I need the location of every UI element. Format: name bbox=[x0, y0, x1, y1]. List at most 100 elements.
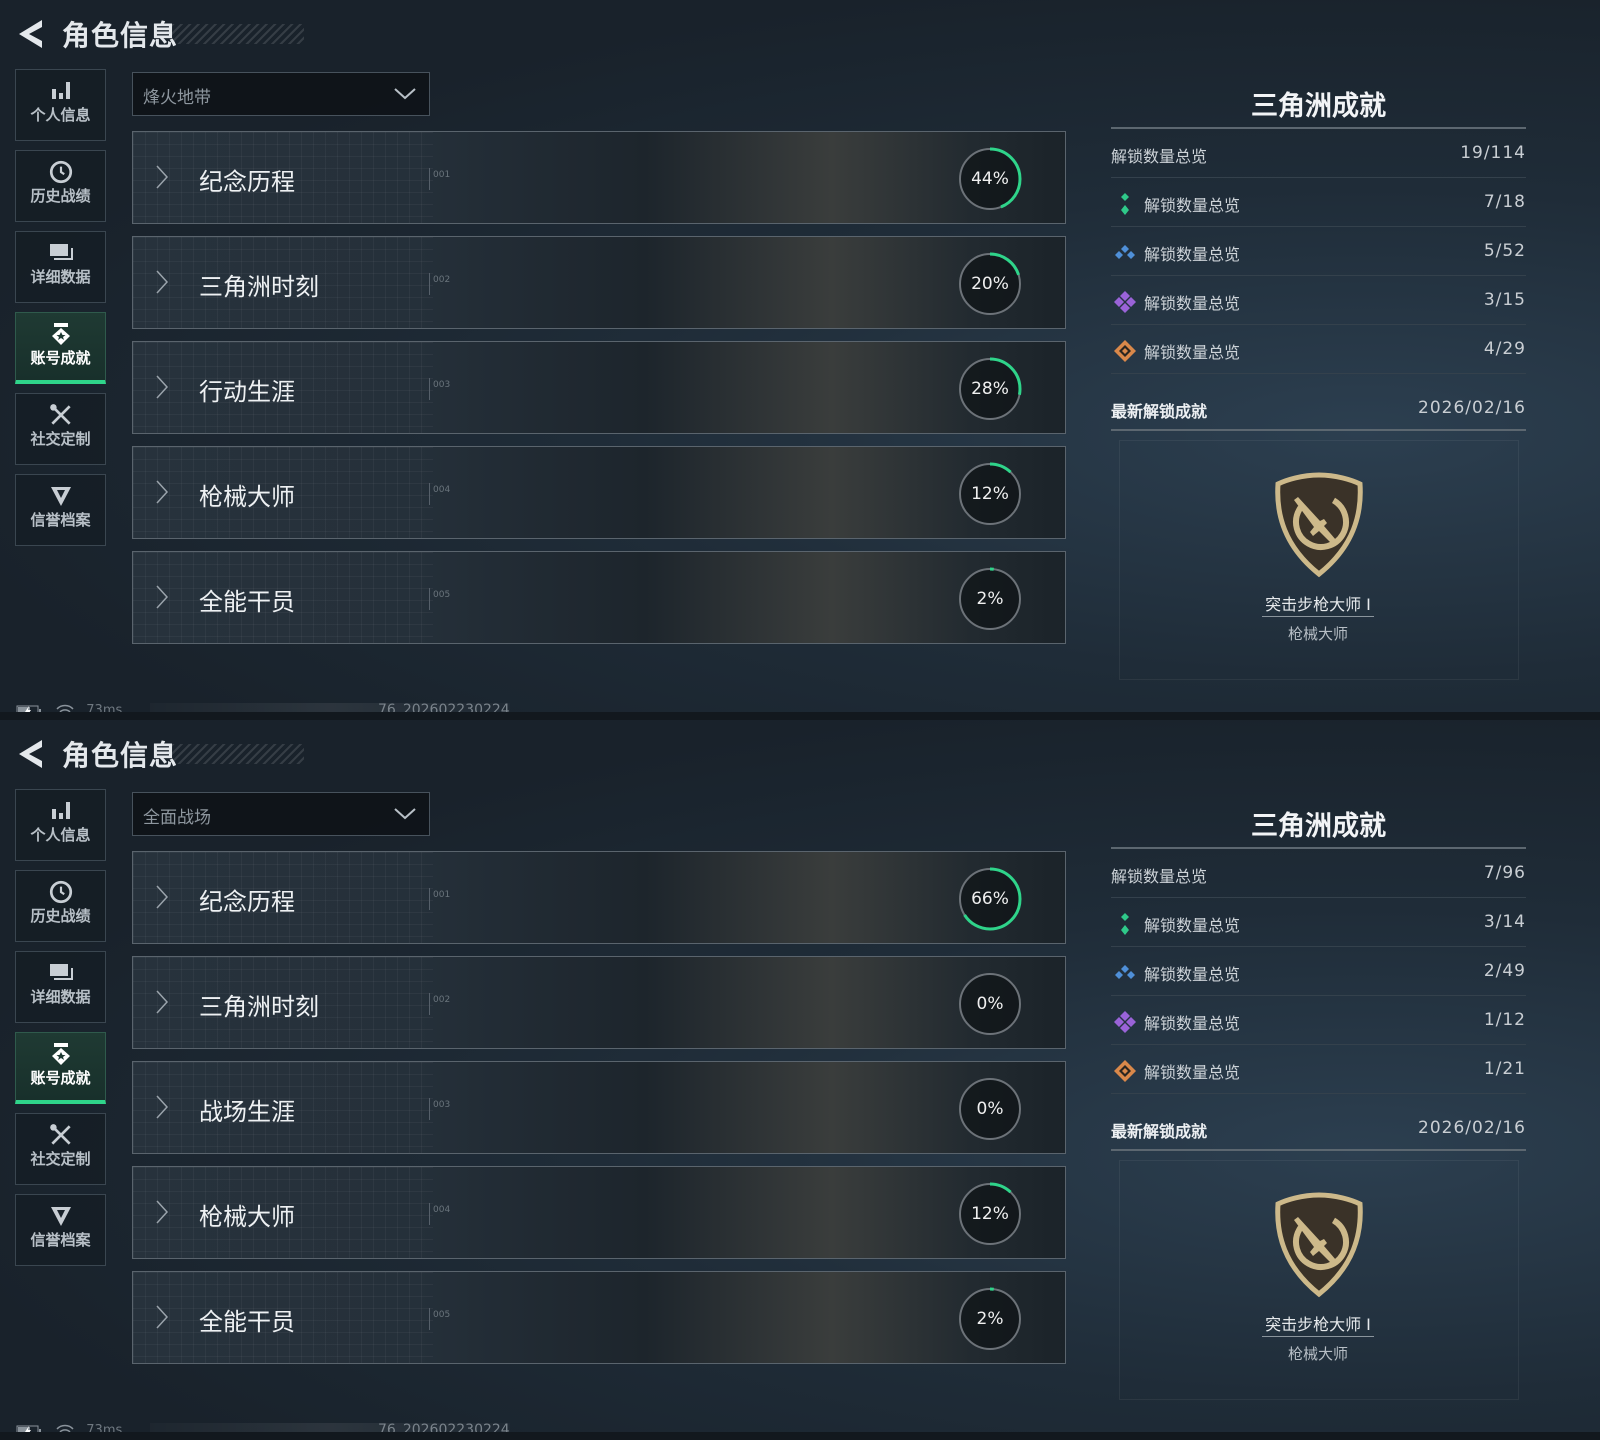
tier-label: 解锁数量总览 bbox=[1144, 196, 1241, 215]
wifi-icon bbox=[56, 1424, 74, 1438]
achievement-category-row[interactable]: 枪械大师 004 12% bbox=[132, 446, 1066, 539]
unlock-total-label: 解锁数量总览 bbox=[1111, 147, 1208, 166]
sidebar-item-label: 信誉档案 bbox=[30, 511, 91, 529]
sidebar-item-label: 历史战绩 bbox=[30, 187, 91, 205]
folder-icon bbox=[16, 952, 105, 986]
mode-select[interactable]: 全面战场 bbox=[132, 792, 430, 836]
back-arrow-icon[interactable] bbox=[16, 18, 46, 50]
sidebar-item-medal[interactable]: 账号成就 bbox=[15, 1032, 106, 1104]
achievement-category-row[interactable]: 枪械大师 004 12% bbox=[132, 1166, 1066, 1259]
grid-decoration bbox=[133, 237, 433, 328]
divider bbox=[1111, 1149, 1526, 1151]
sidebar-item-shield[interactable]: 信誉档案 bbox=[15, 1194, 106, 1266]
achievement-category-row[interactable]: 全能干员 005 2% bbox=[132, 551, 1066, 644]
badge-name: 突击步枪大师 I bbox=[1265, 1315, 1371, 1334]
sidebar-item-history-clock[interactable]: 历史战绩 bbox=[15, 870, 106, 942]
badge-category: 枪械大师 bbox=[1287, 625, 1348, 643]
category-number: 002 bbox=[433, 275, 451, 285]
sidebar-item-shield[interactable]: 信誉档案 bbox=[15, 474, 106, 546]
achievement-category-row[interactable]: 纪念历程 001 66% bbox=[132, 851, 1066, 944]
tier-label: 解锁数量总览 bbox=[1144, 343, 1241, 362]
progress-ring: 0% bbox=[957, 971, 1023, 1037]
grid-decoration bbox=[133, 342, 433, 433]
history-clock-icon bbox=[16, 151, 105, 185]
tier-row: 解锁数量总览 2/49 bbox=[1111, 961, 1526, 985]
category-number: 001 bbox=[433, 890, 451, 900]
progress-ring-fill bbox=[958, 462, 1022, 526]
sidebar-item-label: 信誉档案 bbox=[30, 1231, 91, 1249]
tier-row: 解锁数量总览 4/29 bbox=[1111, 339, 1526, 363]
achievement-category-row[interactable]: 纪念历程 001 44% bbox=[132, 131, 1066, 224]
achievement-category-row[interactable]: 三角洲时刻 002 0% bbox=[132, 956, 1066, 1049]
tier-label: 解锁数量总览 bbox=[1144, 245, 1241, 264]
mode-select-value: 烽火地带 bbox=[143, 88, 211, 108]
divider bbox=[429, 588, 430, 610]
folder-icon bbox=[16, 232, 105, 266]
sidebar-item-label: 详细数据 bbox=[30, 268, 91, 286]
divider bbox=[1111, 1093, 1526, 1094]
divider bbox=[1111, 324, 1526, 325]
sidebar-item-label: 详细数据 bbox=[30, 988, 91, 1006]
divider bbox=[1111, 127, 1526, 129]
unlock-total-value: 7/96 bbox=[1483, 863, 1526, 883]
divider bbox=[429, 378, 430, 400]
category-name: 纪念历程 bbox=[199, 888, 295, 916]
divider bbox=[429, 1203, 430, 1225]
unlock-total-row: 解锁数量总览 7/96 bbox=[1111, 863, 1526, 887]
divider bbox=[1262, 1336, 1374, 1337]
sidebar-item-label: 个人信息 bbox=[30, 106, 91, 124]
badge-name: 突击步枪大师 I bbox=[1265, 595, 1371, 614]
divider bbox=[429, 273, 430, 295]
status-bar: 73ms bbox=[16, 1423, 122, 1439]
category-number: 002 bbox=[433, 995, 451, 1005]
chevron-right-icon bbox=[156, 1095, 169, 1119]
back-arrow-icon[interactable] bbox=[16, 738, 46, 770]
tier-row: 解锁数量总览 3/15 bbox=[1111, 290, 1526, 314]
sidebar-item-folder[interactable]: 详细数据 bbox=[15, 951, 106, 1023]
page-title: 角色信息 bbox=[62, 19, 179, 52]
progress-ring-fill bbox=[958, 147, 1022, 211]
divider bbox=[1111, 847, 1526, 849]
category-name: 战场生涯 bbox=[199, 1098, 295, 1126]
grid-decoration bbox=[133, 447, 433, 538]
progress-ring: 0% bbox=[957, 1076, 1023, 1142]
achievement-category-row[interactable]: 行动生涯 003 28% bbox=[132, 341, 1066, 434]
divider bbox=[1111, 429, 1526, 431]
sidebar-item-tools[interactable]: 社交定制 bbox=[15, 1113, 106, 1185]
progress-ring: 66% bbox=[957, 866, 1023, 932]
tier-row: 解锁数量总览 1/12 bbox=[1111, 1010, 1526, 1034]
category-number: 005 bbox=[433, 590, 451, 600]
divider bbox=[429, 1098, 430, 1120]
shield-icon bbox=[16, 475, 105, 509]
progress-ring: 2% bbox=[957, 566, 1023, 632]
tier-value: 7/18 bbox=[1483, 192, 1526, 212]
tier-row: 解锁数量总览 1/21 bbox=[1111, 1059, 1526, 1083]
badge-frame bbox=[1119, 1160, 1519, 1400]
progress-ring: 44% bbox=[957, 146, 1023, 212]
chevron-right-icon bbox=[156, 375, 169, 399]
sidebar-item-bar-chart[interactable]: 个人信息 bbox=[15, 69, 106, 141]
history-clock-icon bbox=[16, 871, 105, 905]
grid-decoration bbox=[133, 552, 433, 643]
chevron-right-icon bbox=[156, 990, 169, 1014]
sidebar-item-tools[interactable]: 社交定制 bbox=[15, 393, 106, 465]
sidebar-item-label: 账号成就 bbox=[30, 349, 91, 367]
achievement-category-row[interactable]: 全能干员 005 2% bbox=[132, 1271, 1066, 1364]
achievement-category-row[interactable]: 三角洲时刻 002 20% bbox=[132, 236, 1066, 329]
sidebar-item-medal[interactable]: 账号成就 bbox=[15, 312, 106, 384]
sidebar-item-bar-chart[interactable]: 个人信息 bbox=[15, 789, 106, 861]
chevron-right-icon bbox=[156, 585, 169, 609]
mode-select[interactable]: 烽火地带 bbox=[132, 72, 430, 116]
divider bbox=[1111, 995, 1526, 996]
progress-ring: 20% bbox=[957, 251, 1023, 317]
achievement-category-row[interactable]: 战场生涯 003 0% bbox=[132, 1061, 1066, 1154]
grid-decoration bbox=[133, 1062, 433, 1153]
sidebar-item-folder[interactable]: 详细数据 bbox=[15, 231, 106, 303]
progress-ring-fill bbox=[958, 867, 1022, 931]
divider bbox=[429, 483, 430, 505]
assault-rifle-badge-icon[interactable] bbox=[1274, 1192, 1364, 1298]
category-name: 三角洲时刻 bbox=[199, 273, 319, 301]
assault-rifle-badge-icon[interactable] bbox=[1274, 472, 1364, 578]
sidebar-item-history-clock[interactable]: 历史战绩 bbox=[15, 150, 106, 222]
